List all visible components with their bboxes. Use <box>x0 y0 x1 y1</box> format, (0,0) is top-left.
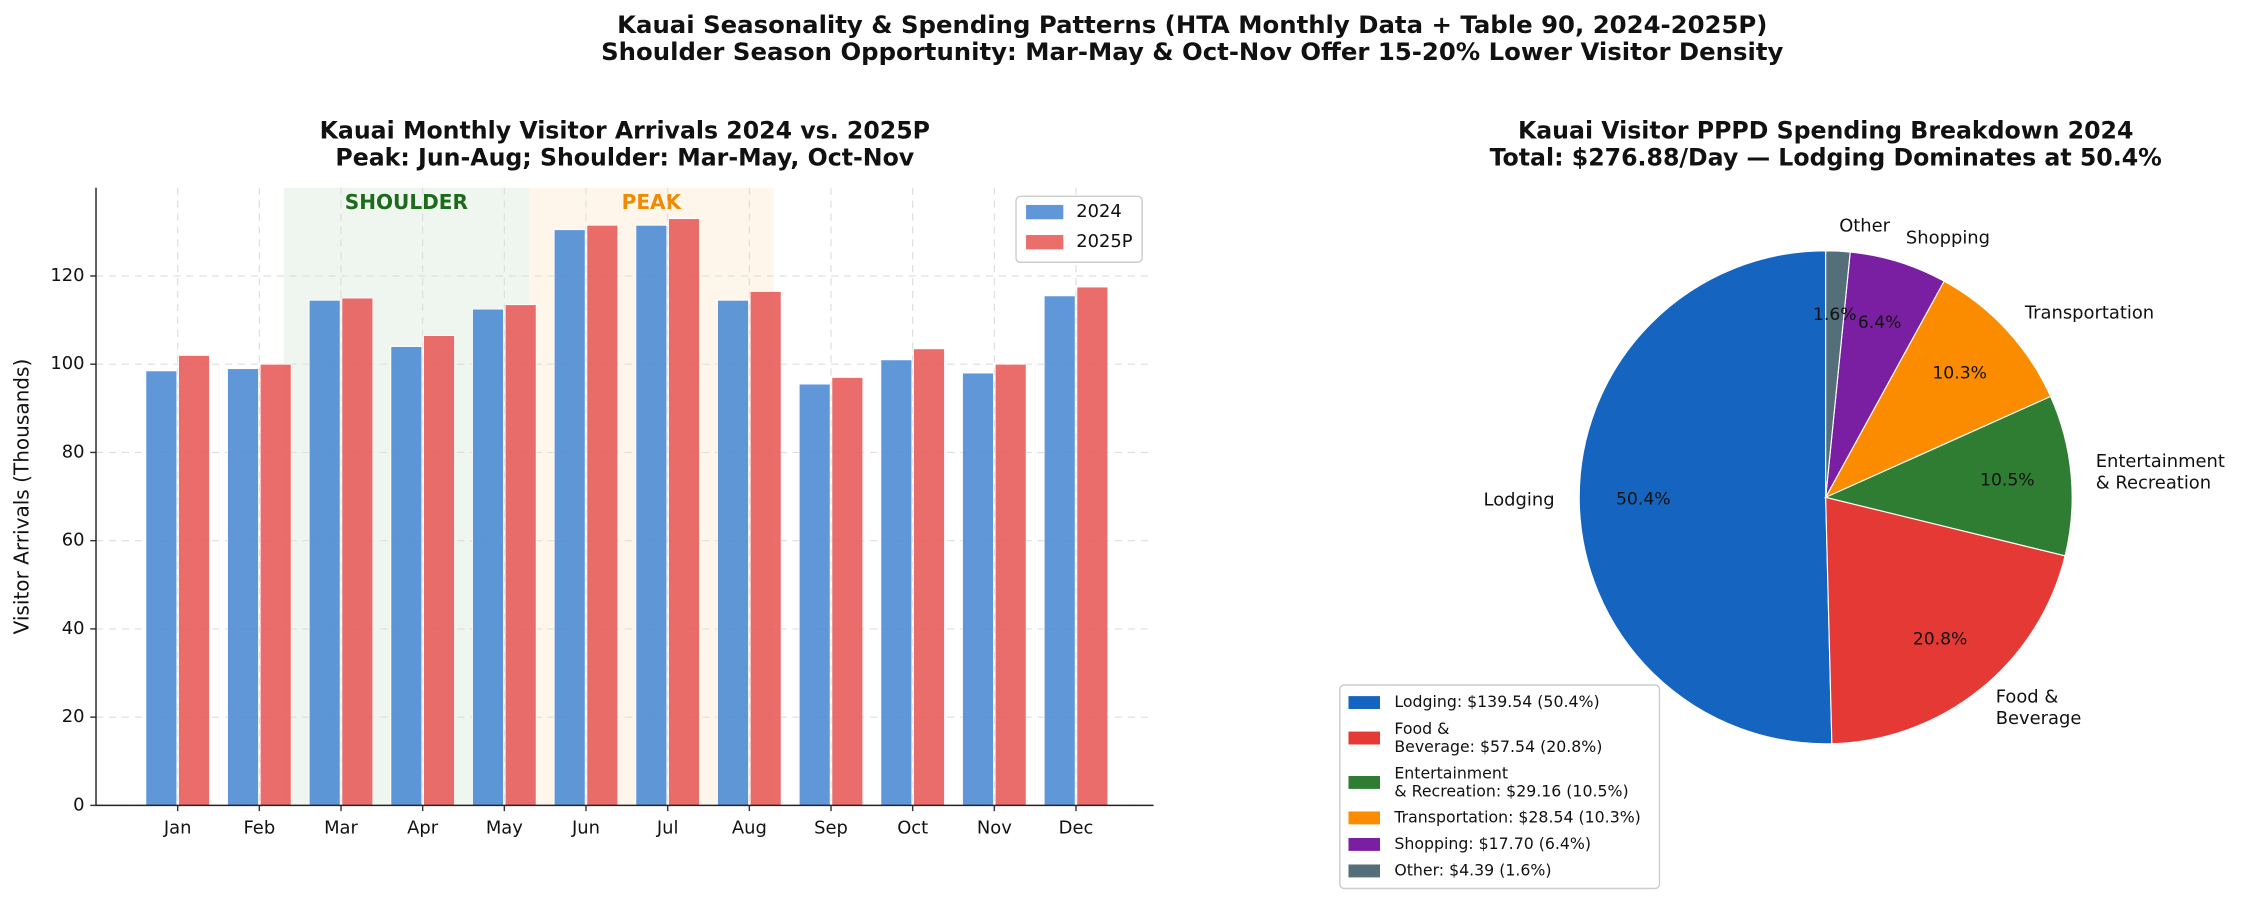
bar <box>227 368 259 806</box>
bar <box>913 348 945 806</box>
pie-category-label: Food & Beverage <box>1996 687 2082 729</box>
y-axis-label: Visitor Arrivals (Thousands) <box>9 359 33 635</box>
y-tick-label: 20 <box>62 706 85 727</box>
y-tick-label: 0 <box>73 794 84 815</box>
x-tick-label: May <box>486 817 523 838</box>
bar <box>880 359 913 806</box>
pie-category-label: Lodging <box>1484 490 1555 511</box>
x-tick-label: Dec <box>1059 817 1094 838</box>
x-tick-label: Jun <box>571 817 600 838</box>
x-tick-label: Feb <box>243 817 275 838</box>
x-tick-label: Apr <box>407 817 439 838</box>
span-label: SHOULDER <box>345 190 469 214</box>
pie-slice <box>1825 250 1851 498</box>
bar <box>178 354 210 806</box>
x-tick-label: Mar <box>324 817 358 838</box>
bar <box>145 370 178 806</box>
suptitle: Kauai Seasonality & Spending Patterns (H… <box>617 10 1767 39</box>
legend-label: Shopping: $17.70 (6.4%) <box>1394 834 1591 853</box>
bar <box>962 372 994 806</box>
legend-label: Food & Beverage: $57.54 (20.8%) <box>1394 719 1602 756</box>
y-tick-label: 60 <box>62 530 85 551</box>
legend-swatch <box>1026 235 1064 250</box>
bar <box>1043 295 1076 806</box>
legend-label: Entertainment & Recreation: $29.16 (10.5%… <box>1394 763 1628 800</box>
legend-label: Other: $4.39 (1.6%) <box>1394 860 1551 879</box>
pie-pct-label: 6.4% <box>1858 313 1902 333</box>
pie-pct-label: 10.3% <box>1932 364 1987 384</box>
legend-swatch <box>1348 731 1381 745</box>
chart-title: Total: $276.88/Day — Lodging Dominates a… <box>1490 144 2162 172</box>
bar <box>308 299 341 806</box>
pie-slice <box>1825 496 2066 745</box>
legend-swatch <box>1348 696 1381 710</box>
y-tick-label: 40 <box>62 618 85 639</box>
bar <box>504 304 537 806</box>
pie-category-label: Other <box>1839 215 1890 236</box>
chart-title: Kauai Visitor PPPD Spending Breakdown 20… <box>1518 116 2133 144</box>
span-label: PEAK <box>622 190 683 214</box>
pie-pct-label: 10.5% <box>1980 471 2035 491</box>
y-tick-label: 120 <box>50 265 84 286</box>
bar <box>423 335 455 806</box>
legend-swatch <box>1348 837 1381 851</box>
legend-swatch <box>1348 811 1381 825</box>
bar <box>749 290 782 806</box>
bar <box>472 308 504 806</box>
legend-swatch <box>1348 776 1381 789</box>
pie-pct-label: 1.6% <box>1813 305 1857 325</box>
suptitle: Shoulder Season Opportunity: Mar-May & O… <box>601 37 1783 66</box>
bar <box>259 363 292 806</box>
bar <box>586 224 619 806</box>
bar <box>390 346 423 806</box>
x-tick-label: Sep <box>814 817 848 838</box>
legend-label: Transportation: $28.54 (10.3%) <box>1393 807 1640 826</box>
bar <box>635 224 668 806</box>
y-tick-label: 80 <box>62 441 85 462</box>
pie-slice <box>1578 250 1833 745</box>
legend-label: 2025P <box>1076 231 1133 252</box>
chart-title: Kauai Monthly Visitor Arrivals 2024 vs. … <box>320 116 930 144</box>
legend-box <box>1339 684 1661 890</box>
x-tick-label: Aug <box>732 817 767 838</box>
legend-swatch <box>1348 864 1381 878</box>
x-tick-label: Jul <box>656 817 679 838</box>
pie-category-label: Entertainment & Recreation <box>2096 451 2225 493</box>
bar <box>994 363 1027 806</box>
x-tick-label: Oct <box>897 817 928 838</box>
bar <box>668 218 700 806</box>
bar <box>1076 286 1109 806</box>
pie-slice <box>1824 280 2052 499</box>
pie-pct-label: 20.8% <box>1913 629 1968 649</box>
bar <box>831 377 864 806</box>
pie-slice <box>1823 395 2073 557</box>
bar <box>717 299 749 806</box>
bar <box>798 383 831 806</box>
bar <box>341 297 374 806</box>
x-tick-label: Nov <box>977 817 1012 838</box>
chart-title: Peak: Jun-Aug; Shoulder: Mar-May, Oct-No… <box>335 144 914 172</box>
pie-category-label: Shopping <box>1906 227 1990 248</box>
y-tick-label: 100 <box>50 353 84 374</box>
legend-swatch <box>1026 204 1064 220</box>
legend-label: Lodging: $139.54 (50.4%) <box>1394 692 1599 711</box>
x-tick-label: Jan <box>163 817 192 838</box>
bar <box>553 229 586 806</box>
pie-pct-label: 50.4% <box>1616 490 1671 510</box>
legend-label: 2024 <box>1076 201 1122 222</box>
pie-category-label: Transportation <box>2024 302 2154 323</box>
